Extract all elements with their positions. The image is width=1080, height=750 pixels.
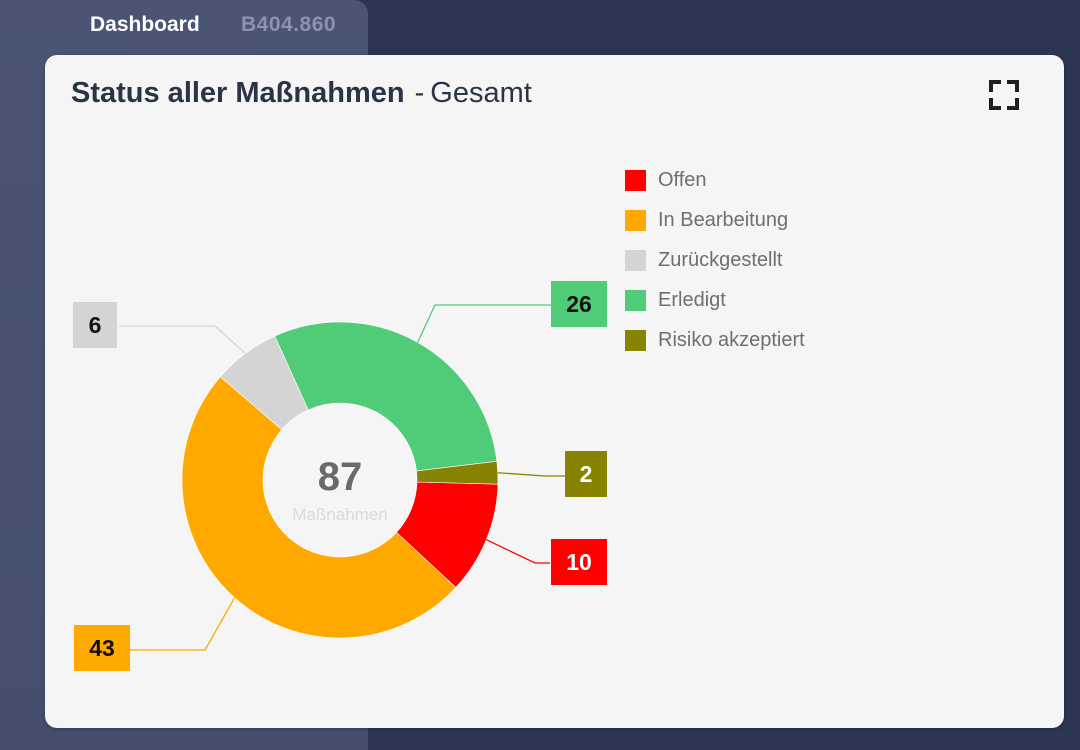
fullscreen-button[interactable] bbox=[989, 80, 1019, 110]
legend-swatch bbox=[625, 169, 646, 191]
leader-line-in-bearbeitung bbox=[130, 597, 236, 651]
legend-item-zurueckgestellt[interactable]: Zurückgestellt bbox=[625, 240, 805, 280]
chart-legend: Offen In Bearbeitung Zurückgestellt Erledig… bbox=[625, 160, 805, 360]
slice-risiko-akzeptiert[interactable] bbox=[416, 461, 499, 485]
data-label-risiko-akzeptiert: 2 bbox=[580, 461, 593, 487]
card-title-main: Status aller Maßnahmen bbox=[71, 77, 405, 109]
data-label-offen: 10 bbox=[566, 549, 592, 575]
status-card: Status aller Maßnahmen - Gesamt 10 43 6 26 2 87… bbox=[45, 55, 1064, 728]
legend-label: Erledigt bbox=[658, 288, 726, 311]
data-label-box-erledigt bbox=[551, 281, 607, 327]
card-title-separator: - bbox=[414, 77, 425, 109]
legend-item-offen[interactable]: Offen bbox=[625, 160, 805, 200]
data-label-box-risiko-akzeptiert bbox=[565, 451, 607, 497]
fullscreen-icon bbox=[989, 80, 1019, 110]
data-label-box-zurueckgestellt bbox=[73, 302, 117, 348]
tab-bar: Dashboard B404.860 bbox=[0, 0, 368, 56]
leader-line-erledigt bbox=[417, 304, 551, 343]
legend-swatch bbox=[625, 249, 646, 271]
leader-line-offen bbox=[486, 539, 550, 564]
legend-item-in-bearbeitung[interactable]: In Bearbeitung bbox=[625, 200, 805, 240]
data-label-erledigt: 26 bbox=[566, 291, 592, 317]
legend-label: Offen bbox=[658, 168, 707, 191]
legend-item-erledigt[interactable]: Erledigt bbox=[625, 280, 805, 320]
legend-label: In Bearbeitung bbox=[658, 208, 789, 231]
card-title: Status aller Maßnahmen - Gesamt bbox=[71, 77, 532, 110]
legend-label: Risiko akzeptiert bbox=[658, 328, 805, 351]
slice-erledigt[interactable] bbox=[274, 321, 498, 472]
leader-line-risiko-akzeptiert bbox=[497, 472, 565, 477]
card-title-subtitle: Gesamt bbox=[430, 77, 532, 109]
legend-label: Zurückgestellt bbox=[658, 248, 783, 271]
data-label-box-offen bbox=[551, 539, 607, 585]
legend-swatch bbox=[625, 329, 646, 351]
data-label-box-in-bearbeitung bbox=[74, 625, 130, 671]
center-total: 87 bbox=[318, 455, 363, 499]
donut-chart: 10 43 6 26 2 87 Maßnahmen bbox=[73, 281, 607, 671]
center-label: Maßnahmen bbox=[292, 505, 387, 524]
legend-swatch bbox=[625, 289, 646, 311]
data-label-in-bearbeitung: 43 bbox=[89, 635, 115, 661]
legend-swatch bbox=[625, 209, 646, 231]
leader-line-zurueckgestellt bbox=[119, 325, 246, 354]
data-label-zurueckgestellt: 6 bbox=[89, 312, 102, 338]
record-id-label: B404.860 bbox=[241, 13, 337, 36]
slice-in-bearbeitung[interactable] bbox=[181, 376, 457, 639]
tab-dashboard[interactable]: Dashboard bbox=[90, 13, 200, 36]
legend-item-risiko-akzeptiert[interactable]: Risiko akzeptiert bbox=[625, 320, 805, 360]
